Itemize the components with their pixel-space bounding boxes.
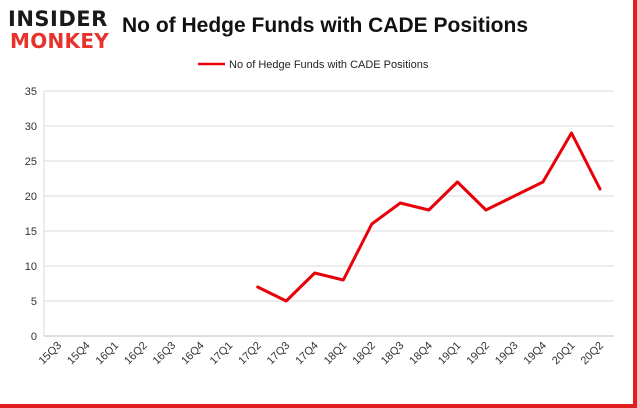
y-tick-label: 15 <box>25 226 37 238</box>
x-tick-label: 18Q3 <box>379 340 407 368</box>
legend: No of Hedge Funds with CADE Positions <box>198 59 429 71</box>
y-tick-label: 35 <box>25 86 37 98</box>
x-tick-label: 19Q2 <box>464 340 492 368</box>
x-tick-label: 15Q3 <box>37 340 65 368</box>
x-tick-label: 19Q3 <box>493 340 521 368</box>
x-tick-label: 17Q1 <box>208 340 236 368</box>
logo-text-monkey: MONKEY <box>10 29 110 53</box>
x-tick-label: 17Q3 <box>265 340 293 368</box>
x-tick-label: 18Q2 <box>350 340 378 368</box>
y-tick-label: 0 <box>31 331 37 343</box>
y-tick-label: 30 <box>25 121 37 133</box>
legend-entry-label: No of Hedge Funds with CADE Positions <box>229 59 429 71</box>
chart-title: No of Hedge Funds with CADE Positions <box>122 14 528 37</box>
x-tick-label: 16Q3 <box>151 340 179 368</box>
x-tick-label: 17Q2 <box>236 340 264 368</box>
x-tick-label: 20Q2 <box>579 340 607 368</box>
x-tick-label: 16Q2 <box>122 340 150 368</box>
grid-layer <box>43 90 614 337</box>
x-tick-label: 20Q1 <box>550 340 578 368</box>
x-tick-label: 16Q4 <box>179 340 207 368</box>
y-tick-label: 20 <box>25 191 37 203</box>
x-tick-label: 15Q4 <box>65 340 93 368</box>
x-tick-label: 17Q4 <box>293 340 321 368</box>
logo-text-insider: INSIDER <box>8 7 108 31</box>
x-tick-label: 18Q4 <box>407 340 435 368</box>
x-tick-label: 18Q1 <box>322 340 350 368</box>
series-line-0 <box>256 131 602 303</box>
y-tick-label: 10 <box>25 261 37 273</box>
y-tick-label: 25 <box>25 156 37 168</box>
x-tick-label: 19Q4 <box>522 340 550 368</box>
y-tick-label: 5 <box>31 296 37 308</box>
insider-monkey-logo: INSIDER MONKEY <box>8 8 118 54</box>
x-tick-label: 16Q1 <box>94 340 122 368</box>
x-tick-label: 19Q1 <box>436 340 464 368</box>
series-layer <box>256 131 602 303</box>
